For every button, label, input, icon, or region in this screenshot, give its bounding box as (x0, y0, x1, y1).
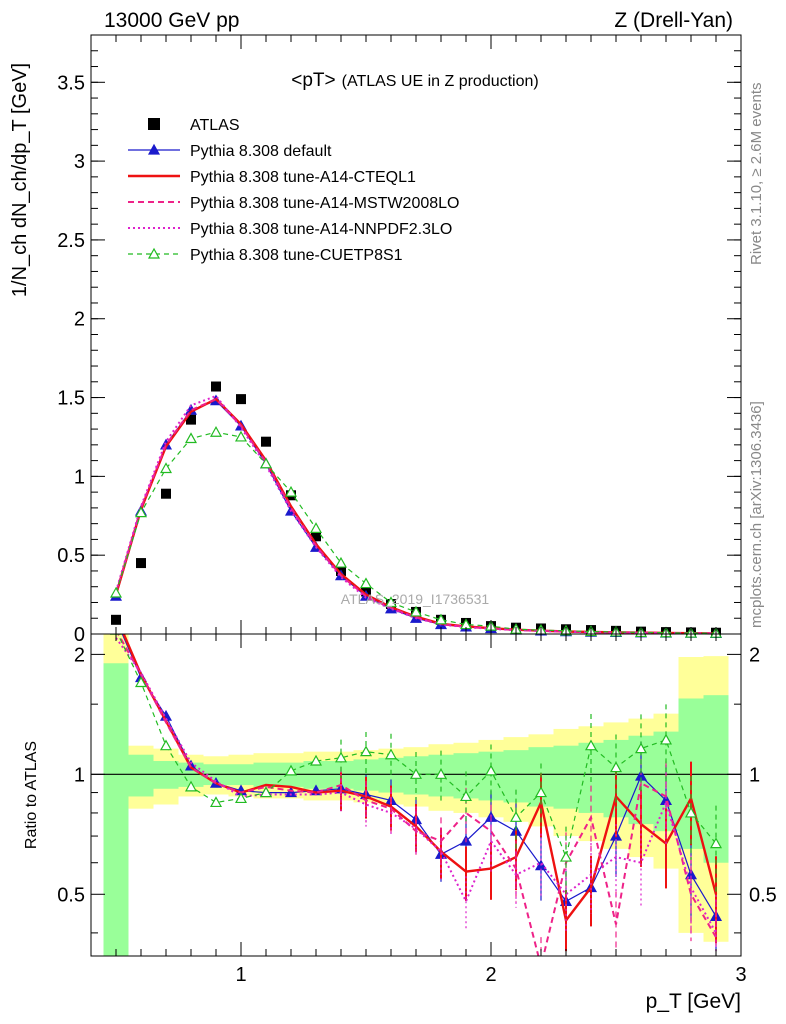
mcplots-label: mcplots.cern.ch [arXiv:1306.3436] (748, 401, 765, 628)
cuetp8s1-ratio-marker (234, 792, 248, 804)
cuetp8s1-ratio-marker (459, 790, 473, 802)
ratio-y-tick-label-right: 1 (749, 764, 760, 786)
cuetp8s1-ratio-marker (284, 764, 298, 776)
cuetp8s1-ratio-marker (634, 742, 648, 754)
main-y-tick-label: 0 (74, 624, 85, 646)
main-title-main: <pT> (291, 70, 335, 91)
legend-label: Pythia 8.308 tune-A14-NNPDF2.3LO (190, 221, 452, 238)
uncertainty-band-inner (503, 750, 529, 803)
legend-label: Pythia 8.308 default (190, 143, 332, 160)
ratio-plot-panel: 0.5 0.5 1 1 2 2 1 2 3 Ratio to ATLAS p_T [GeV] (23, 633, 777, 1013)
cuetp8s1-ratio-marker (309, 754, 323, 766)
watermark: ATLAS_2019_I1736531 (341, 591, 490, 607)
atlas-data-point (186, 414, 196, 425)
cuetp8s1-main-marker (184, 432, 198, 444)
ratio-y-tick-label-right: 2 (749, 644, 760, 666)
x-axis-label: p_T [GeV] (646, 990, 741, 1013)
cuetp8s1-main-marker (159, 462, 173, 474)
atlas-data-point (111, 614, 121, 625)
legend: ATLAS Pythia 8.308 default Pythia 8.308 tu… (128, 117, 459, 264)
main-y-tick-label: 0.5 (57, 545, 85, 567)
cuetp8s1-ratio-marker (484, 764, 498, 776)
cuetp8s1-ratio-marker (684, 806, 698, 818)
atlas-data-point (161, 488, 171, 499)
cuetp8s1-ratio-marker (559, 850, 573, 862)
cuetp8s1-main-marker (209, 425, 223, 437)
cuetp8s1-main-marker (284, 485, 298, 497)
cuetp8s1-ratio-marker (409, 768, 423, 779)
uncertainty-band-inner (553, 745, 579, 809)
nnpdf-ratio-line (115, 637, 717, 934)
cuetp8s1-ratio-marker (134, 676, 148, 688)
cuetp8s1-ratio-marker (159, 739, 173, 751)
cuetp8s1-main-marker (409, 605, 423, 617)
atlas-data-point (211, 381, 221, 392)
header-left: 13000 GeV pp (104, 9, 239, 32)
default-ratio-marker (284, 786, 298, 798)
main-y-tick-label: 2 (74, 309, 85, 331)
legend-label: ATLAS (190, 117, 240, 134)
cuetp8s1-main-marker (234, 430, 248, 442)
legend-default-marker (147, 143, 161, 155)
cuetp8s1-main-marker (109, 586, 123, 598)
uncertainty-band-inner (103, 663, 129, 956)
main-y-tick-label: 1.5 (57, 388, 85, 410)
cuetp8s1-ratio-marker (584, 739, 598, 751)
cuetp8s1-main-marker (434, 613, 448, 625)
main-y-tick-label: 3.5 (57, 72, 85, 94)
ratio-y-tick-label: 0.5 (57, 884, 85, 906)
cuetp8s1-main-marker (259, 457, 273, 469)
main-y-tick-label: 1 (74, 466, 85, 488)
cuetp8s1-main-marker (309, 522, 323, 533)
legend-label: Pythia 8.308 tune-A14-CTEQL1 (190, 169, 416, 186)
ratio-y-tick-label: 1 (74, 764, 85, 786)
cuetp8s1-main-marker (334, 556, 348, 568)
atlas-data-point (236, 394, 246, 405)
atlas-data-point (261, 436, 271, 447)
main-y-tick-label: 3 (74, 151, 85, 173)
x-tick-label: 3 (735, 964, 746, 986)
main-y-axis-label: 1/N_ch dN_ch/dp_T [GeV] (9, 63, 31, 297)
cuetp8s1-ratio-marker (209, 796, 223, 808)
rivet-label: Rivet 3.1.10, ≥ 2.6M events (748, 83, 765, 266)
cuetp8s1-ratio-marker (534, 786, 548, 798)
cuetp8s1-ratio-marker (384, 748, 398, 760)
x-tick-label: 1 (235, 964, 246, 986)
atlas-data-point (311, 531, 321, 542)
ratio-series-group (109, 634, 723, 956)
header-right: Z (Drell-Yan) (614, 9, 733, 32)
main-plot-panel: 0 0.5 1 1.5 2 2.5 3 3.5 <pT> (ATLAS UE in Z prod… (9, 34, 742, 646)
cuetp8s1-ratio-marker (359, 745, 373, 757)
main-plot-frame (90, 34, 742, 635)
uncertainty-band-inner (128, 754, 154, 797)
legend-label: Pythia 8.308 tune-CUETP8S1 (190, 247, 403, 264)
ratio-y-axis-label: Ratio to ATLAS (23, 741, 40, 849)
cuetp8s1-main-marker (134, 506, 148, 518)
cuetp8s1-ratio-marker (609, 761, 623, 773)
cuetp8s1-main-marker (384, 596, 398, 608)
cuetp8s1-ratio-marker (659, 733, 673, 745)
main-y-tick-label: 2.5 (57, 230, 85, 252)
legend-atlas-marker (148, 118, 160, 130)
legend-label: Pythia 8.308 tune-A14-MSTW2008LO (190, 195, 459, 212)
ratio-y-tick-label: 2 (74, 644, 85, 666)
cuetp8s1-ratio-marker (434, 768, 448, 779)
cuetp8s1-ratio-marker (709, 837, 723, 849)
atlas-data-point (136, 558, 146, 569)
cuetp8s1-ratio-marker (184, 780, 198, 792)
main-title: <pT> (ATLAS UE in Z production) (291, 70, 538, 91)
ratio-y-tick-label-right: 0.5 (749, 884, 777, 906)
main-title-sub: (ATLAS UE in Z production) (342, 73, 539, 90)
cuetp8s1-ratio-marker (334, 751, 348, 763)
legend-cuetp8s1-marker (147, 247, 161, 259)
cuetp8s1-main-marker (359, 577, 373, 589)
cuetp8s1-ratio-marker (509, 811, 523, 822)
cuetp8s1-ratio-marker (259, 786, 273, 798)
x-tick-label: 2 (485, 964, 496, 986)
